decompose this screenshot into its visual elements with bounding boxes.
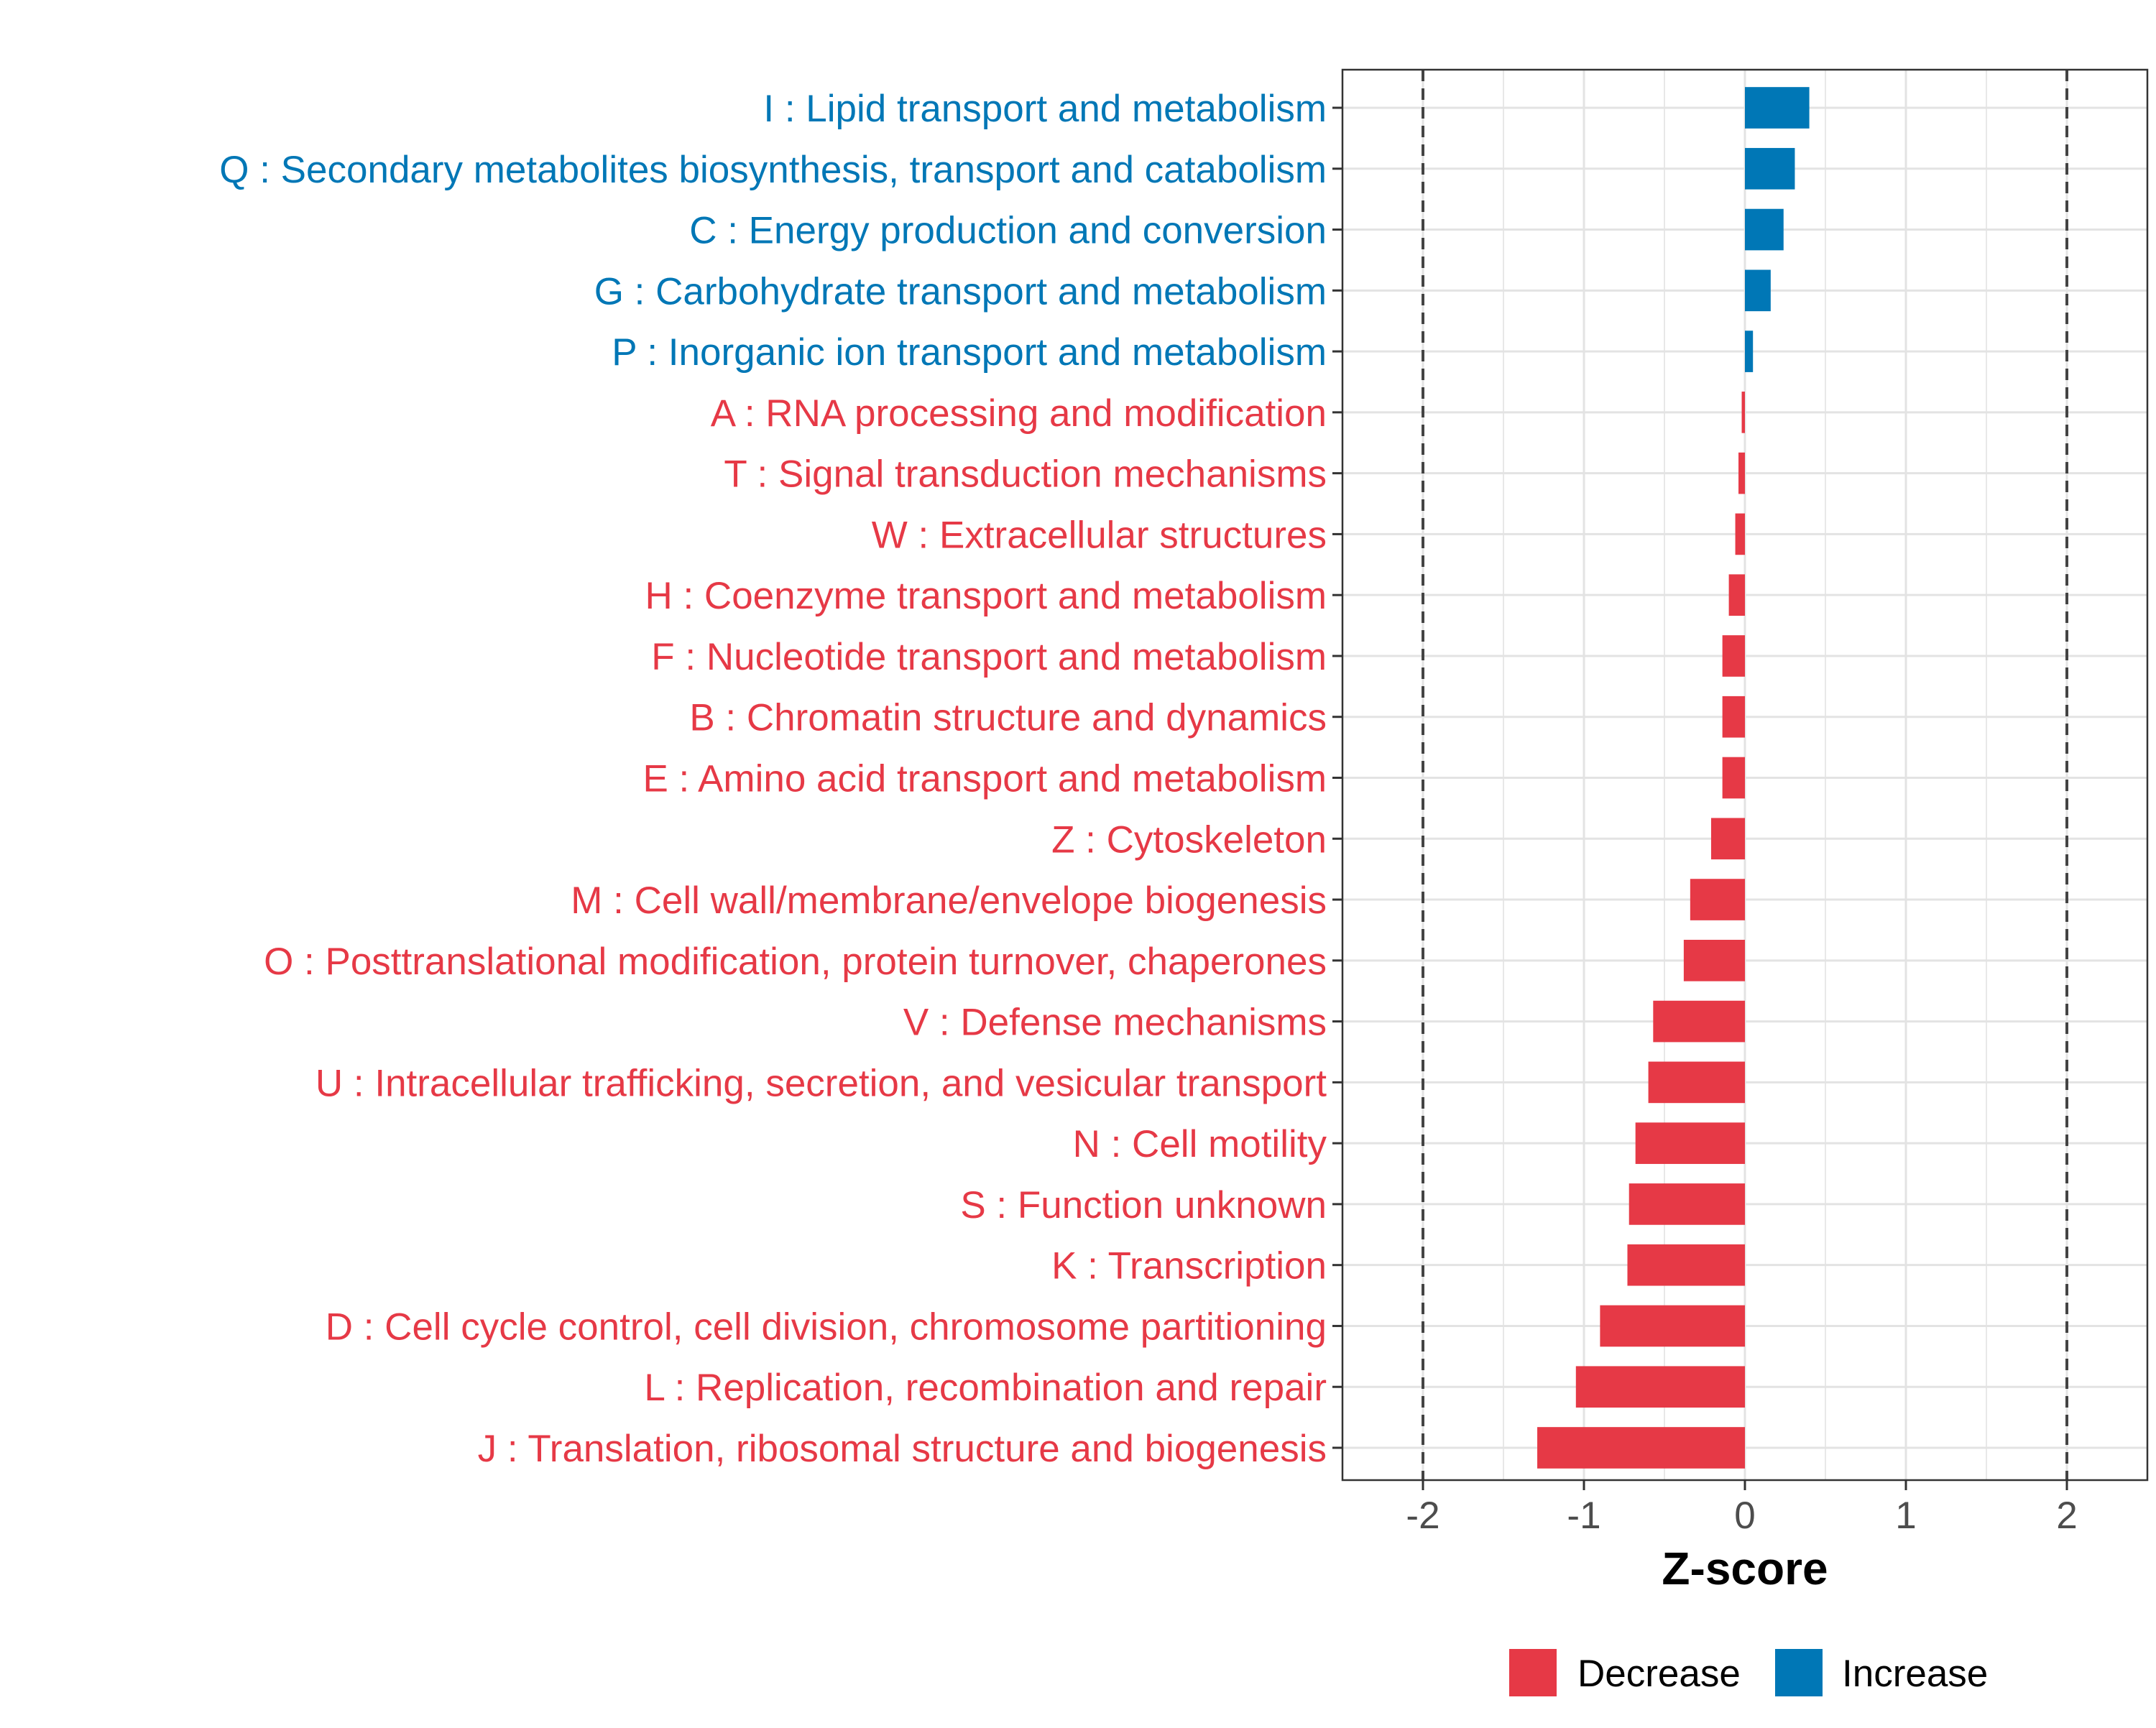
x-axis-title: Z-score [1662, 1543, 1828, 1594]
y-tick-label: Q : Secondary metabolites biosynthesis, … [219, 149, 1327, 191]
bar [1690, 879, 1745, 920]
bar [1648, 1061, 1745, 1104]
y-tick-label: H : Coenzyme transport and metabolism [645, 575, 1327, 617]
y-tick-label: V : Defense mechanisms [903, 1002, 1327, 1044]
x-tick-label: -2 [1406, 1494, 1439, 1537]
bar [1745, 269, 1771, 312]
y-axis-ticks: I : Lipid transport and metabolism Q : Se… [219, 88, 1342, 1470]
y-tick-label: S : Function unknown [960, 1184, 1327, 1226]
y-tick-label: J : Translation, ribosomal structure and… [478, 1428, 1327, 1470]
bars [1537, 87, 1810, 1469]
x-tick-label: 0 [1734, 1494, 1755, 1537]
bar [1745, 208, 1784, 251]
bar [1628, 1183, 1745, 1225]
y-tick-label: A : RNA processing and modification [711, 392, 1327, 435]
bar [1710, 818, 1745, 860]
legend-swatch [1775, 1649, 1823, 1696]
y-tick-label: P : Inorganic ion transport and metaboli… [612, 331, 1327, 374]
bar [1635, 1122, 1745, 1164]
legend: Decrease Increase [1509, 1649, 1988, 1696]
legend-label: Decrease [1577, 1653, 1741, 1695]
x-tick-label: -1 [1567, 1494, 1600, 1537]
y-tick-label: Z : Cytoskeleton [1051, 818, 1327, 861]
bar [1735, 513, 1745, 555]
bar [1745, 331, 1754, 372]
y-tick-label: L : Replication, recombination and repai… [644, 1367, 1327, 1409]
bar [1741, 392, 1745, 433]
bar [1745, 87, 1810, 129]
bar [1722, 635, 1745, 677]
y-tick-label: U : Intracellular trafficking, secretion… [315, 1062, 1327, 1104]
bar [1738, 452, 1745, 494]
y-tick-label: I : Lipid transport and metabolism [763, 88, 1327, 130]
x-axis-ticks: -2 -1 0 1 2 [1406, 1480, 2078, 1537]
bar [1575, 1366, 1745, 1408]
y-tick-label: T : Signal transduction mechanisms [724, 453, 1327, 496]
y-tick-label: N : Cell motility [1073, 1123, 1327, 1165]
y-tick-label: O : Posttranslational modification, prot… [264, 941, 1327, 983]
x-tick-label: 2 [2056, 1494, 2077, 1537]
y-tick-label: K : Transcription [1051, 1245, 1327, 1288]
y-tick-label: G : Carbohydrate transport and metabolis… [594, 270, 1327, 313]
y-tick-label: B : Chromatin structure and dynamics [689, 697, 1327, 739]
bar [1722, 757, 1745, 799]
bar [1653, 1000, 1745, 1043]
bar [1728, 574, 1745, 616]
bar [1537, 1427, 1745, 1469]
bar [1722, 696, 1745, 738]
y-tick-label: W : Extracellular structures [872, 514, 1327, 556]
bar [1683, 939, 1745, 981]
y-tick-label: F : Nucleotide transport and metabolism [651, 636, 1327, 678]
bar [1745, 147, 1795, 190]
legend-swatch [1509, 1649, 1557, 1696]
bar [1627, 1244, 1745, 1286]
y-tick-label: M : Cell wall/membrane/envelope biogenes… [571, 879, 1327, 922]
x-tick-label: 1 [1895, 1494, 1916, 1537]
y-tick-label: E : Amino acid transport and metabolism [642, 758, 1327, 800]
reference-lines [1422, 70, 2068, 1480]
y-tick-label: D : Cell cycle control, cell division, c… [326, 1306, 1327, 1348]
y-tick-label: C : Energy production and conversion [689, 210, 1327, 252]
bar [1600, 1305, 1745, 1347]
legend-label: Increase [1842, 1653, 1988, 1695]
